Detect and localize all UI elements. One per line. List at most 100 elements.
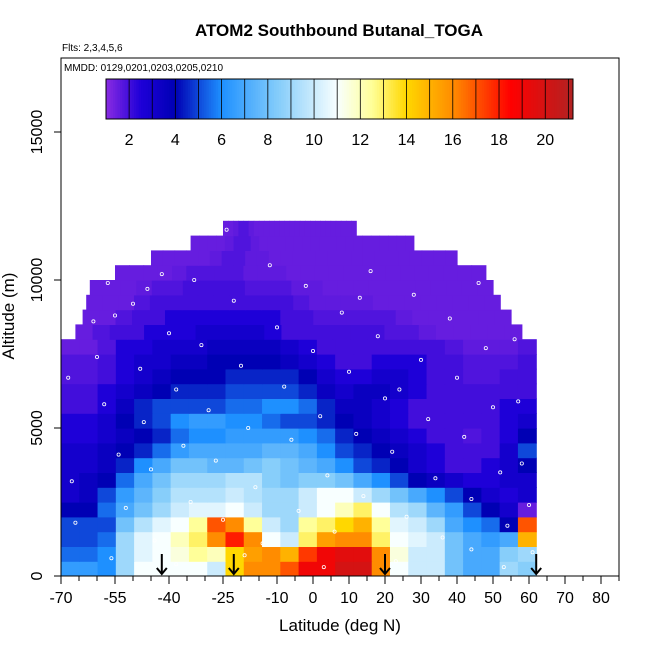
heatmap-cell — [79, 339, 99, 355]
heatmap-cell — [517, 502, 537, 518]
heatmap-cell — [499, 354, 519, 370]
colorbar-swatch — [488, 79, 492, 119]
heatmap-cell — [243, 502, 263, 518]
colorbar-swatch — [113, 79, 116, 119]
heatmap-cell — [436, 294, 454, 311]
heatmap-cell — [243, 220, 250, 237]
sample-point — [519, 461, 524, 466]
sample-point — [220, 517, 225, 522]
heatmap-cell — [517, 531, 537, 547]
heatmap-cell — [262, 383, 281, 399]
sample-point — [469, 496, 474, 501]
heatmap-cell — [97, 383, 117, 399]
heatmap-cell — [398, 250, 411, 266]
colorbar-tick-label: 4 — [171, 132, 180, 149]
colorbar-swatch — [262, 79, 266, 119]
heatmap-cell — [170, 413, 190, 429]
heatmap-cell — [207, 561, 227, 576]
heatmap-cell — [408, 502, 428, 518]
colorbar-swatch — [185, 79, 189, 119]
heatmap-cell — [162, 250, 176, 266]
colorbar-swatch — [138, 79, 142, 119]
heatmap-cell — [134, 368, 153, 385]
heatmap-cell — [298, 472, 318, 488]
heatmap-cell — [97, 487, 117, 503]
colorbar-swatch — [355, 79, 359, 119]
heatmap-cell — [306, 280, 324, 296]
colorbar-swatch — [134, 79, 137, 119]
heatmap-cell — [316, 472, 336, 488]
heatmap-cell — [444, 354, 464, 370]
heatmap-cell — [389, 354, 409, 370]
heatmap-cell — [134, 383, 153, 399]
heatmap-cell — [151, 280, 168, 296]
sample-point — [418, 357, 423, 362]
heatmap-cell — [379, 235, 389, 251]
heatmap-cell — [343, 265, 359, 281]
heatmap-cell — [115, 487, 135, 503]
heatmap-cell — [444, 531, 464, 547]
sample-point — [289, 437, 294, 442]
heatmap-cell — [408, 354, 428, 370]
heatmap-cell — [335, 339, 355, 355]
heatmap-cell — [327, 250, 340, 266]
heatmap-cell — [243, 368, 263, 385]
heatmap-cell — [263, 220, 270, 237]
heatmap-cell — [170, 428, 190, 444]
colorbar-swatch — [547, 79, 551, 119]
colorbar-swatch — [381, 79, 385, 119]
colorbar-swatch — [206, 79, 210, 119]
heatmap-cell — [61, 457, 80, 473]
heatmap-cell — [115, 413, 135, 429]
sample-point — [260, 541, 265, 546]
heatmap-cell — [89, 280, 106, 296]
colorbar-swatch — [479, 79, 483, 119]
heatmap-cell — [481, 457, 501, 473]
colorbar-swatch — [171, 79, 175, 119]
colorbar-swatch — [169, 79, 172, 119]
heatmap-cell — [167, 280, 184, 296]
heatmap-cell — [279, 220, 286, 237]
heatmap-cell — [230, 309, 248, 325]
heatmap-cell — [262, 472, 281, 488]
heatmap-cell — [412, 309, 430, 325]
sample-point — [346, 369, 351, 374]
colorbar-swatch — [129, 79, 133, 119]
heatmap-cell — [152, 383, 172, 399]
heatmap-cell — [225, 487, 245, 503]
heatmap-cell — [115, 339, 135, 355]
sample-point — [390, 449, 395, 454]
heatmap-cell — [97, 561, 117, 576]
heatmap-cell — [336, 235, 346, 251]
colorbar-swatch — [367, 79, 371, 119]
x-tick-label: -25 — [211, 590, 234, 607]
colorbar-swatch — [402, 79, 406, 119]
heatmap-cell — [243, 383, 263, 399]
heatmap-cell — [280, 457, 300, 473]
heatmap-cell — [499, 413, 519, 429]
colorbar-swatch — [507, 79, 511, 119]
heatmap-cell — [335, 368, 355, 385]
heatmap-cell — [353, 502, 373, 518]
heatmap-cell — [229, 324, 248, 340]
heatmap-cell — [134, 354, 153, 370]
sample-point — [174, 387, 179, 392]
colorbar-swatch — [327, 79, 331, 119]
heatmap-cell — [267, 235, 278, 251]
heatmap-cell — [79, 516, 99, 533]
colorbar-swatch — [386, 79, 390, 119]
colorbar-swatch — [215, 79, 219, 119]
heatmap-cell — [389, 546, 409, 562]
sample-point — [123, 505, 128, 510]
heatmap-cell — [115, 398, 135, 414]
heatmap-cell — [389, 442, 409, 459]
heatmap-cell — [444, 516, 464, 533]
colorbar-swatch — [199, 79, 203, 119]
heatmap-cell — [315, 324, 334, 340]
colorbar-swatch — [239, 79, 242, 119]
colorbar-swatch — [456, 79, 460, 119]
heatmap-cell — [499, 383, 519, 399]
heatmap-cell — [461, 280, 479, 296]
heatmap-cell — [337, 280, 355, 296]
colorbar-swatch — [570, 79, 574, 119]
